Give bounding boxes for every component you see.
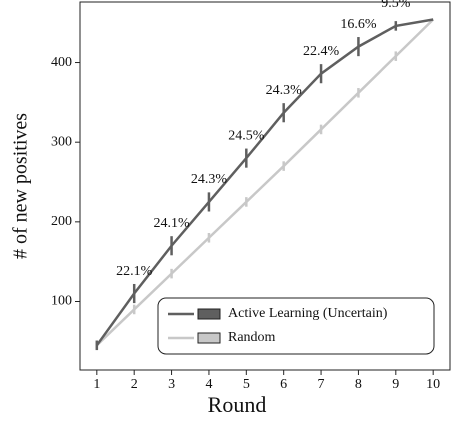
- annotation: 22.1%: [116, 264, 153, 279]
- annotation: 24.5%: [228, 128, 265, 143]
- x-tick-label: 2: [131, 377, 138, 392]
- x-tick-label: 4: [205, 377, 212, 392]
- y-tick-label: 200: [51, 214, 72, 229]
- annotation: 9.5%: [381, 0, 411, 11]
- x-tick-label: 3: [168, 377, 175, 392]
- legend-swatch: [197, 332, 221, 344]
- series-line: [95, 18, 435, 347]
- x-tick-label: 10: [426, 377, 440, 392]
- y-tick-label: 100: [51, 294, 72, 309]
- x-axis-label: Round: [208, 392, 267, 417]
- y-axis-label: # of new positives: [10, 113, 32, 259]
- annotation: 16.6%: [340, 17, 377, 32]
- annotation: 22.4%: [303, 44, 340, 59]
- legend-label: Active Learning (Uncertain): [228, 306, 388, 321]
- x-tick-label: 6: [280, 377, 287, 392]
- legend-label: Random: [228, 330, 276, 345]
- annotation: 24.1%: [153, 216, 190, 231]
- series-line: [95, 18, 434, 347]
- x-tick-label: 1: [93, 377, 100, 392]
- x-tick-label: 5: [243, 377, 250, 392]
- legend-swatch: [197, 308, 221, 320]
- plot-frame: [79, 1, 451, 371]
- x-tick-label: 7: [318, 377, 325, 392]
- annotation: 24.3%: [266, 83, 303, 98]
- y-tick-label: 300: [51, 134, 72, 149]
- x-tick-label: 8: [355, 377, 362, 392]
- y-tick-label: 400: [51, 55, 72, 70]
- legend-box: [157, 297, 435, 355]
- x-tick-label: 9: [392, 377, 399, 392]
- annotation: 24.3%: [191, 172, 228, 187]
